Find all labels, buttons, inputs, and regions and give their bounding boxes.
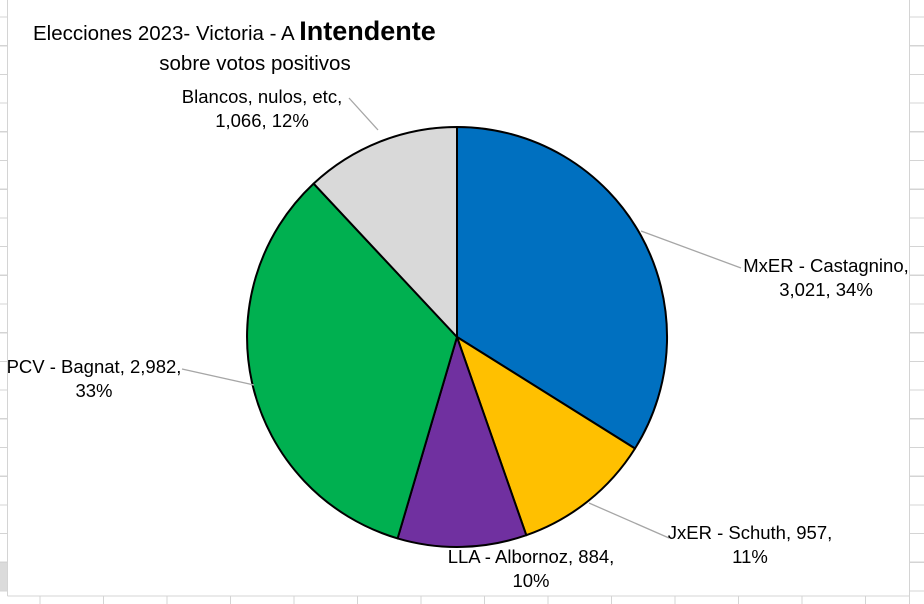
- pie-slice-1[interactable]: [456, 336, 636, 537]
- leader-line: [640, 230, 742, 269]
- pie-slice-0[interactable]: [456, 126, 669, 450]
- chart-subtitle: sobre votos positivos: [159, 52, 351, 75]
- leader-line: [348, 97, 379, 131]
- data-label-line: 33%: [75, 379, 113, 401]
- leader-line: [588, 502, 670, 539]
- data-label-line: MxER - Castagnino,: [743, 255, 909, 276]
- data-label-line: LLA - Albornoz, 884,: [447, 546, 615, 567]
- data-label-mxer-castagnino: MxER - Castagnino, 3,021, 34%: [743, 254, 909, 301]
- data-label-line: PCV - Bagnat, 2,982,: [6, 356, 182, 377]
- data-label-jxer-schuth: JxER - Schuth, 957, 11%: [668, 521, 833, 568]
- data-label-line: 1,066, 12%: [215, 109, 309, 131]
- pie-slice-2[interactable]: [396, 336, 528, 548]
- data-label-line: 11%: [732, 545, 768, 567]
- data-label-blancos-nulos: Blancos, nulos, etc, 1,066, 12%: [182, 85, 342, 132]
- data-label-line: 10%: [512, 569, 550, 591]
- data-label-line: Blancos, nulos, etc,: [181, 86, 343, 107]
- data-label-line: 3,021, 34%: [779, 278, 873, 300]
- shaded-cell: [0, 563, 8, 591]
- chart-title-emphasis: Intendente: [299, 16, 436, 46]
- label-leader-lines: [181, 97, 742, 539]
- chart-title-text: Elecciones 2023- Victoria - A: [33, 22, 300, 45]
- leader-line: [181, 368, 255, 386]
- data-label-lla-albornoz: LLA - Albornoz, 884, 10%: [448, 545, 615, 592]
- pie-slice-4[interactable]: [312, 126, 458, 338]
- pie-chart: [246, 126, 669, 548]
- data-label-pcv-bagnat: PCV - Bagnat, 2,982, 33%: [7, 355, 182, 402]
- data-label-line: JxER - Schuth, 957,: [667, 522, 833, 543]
- chart-title: Elecciones 2023- Victoria - A Intendente: [33, 15, 436, 50]
